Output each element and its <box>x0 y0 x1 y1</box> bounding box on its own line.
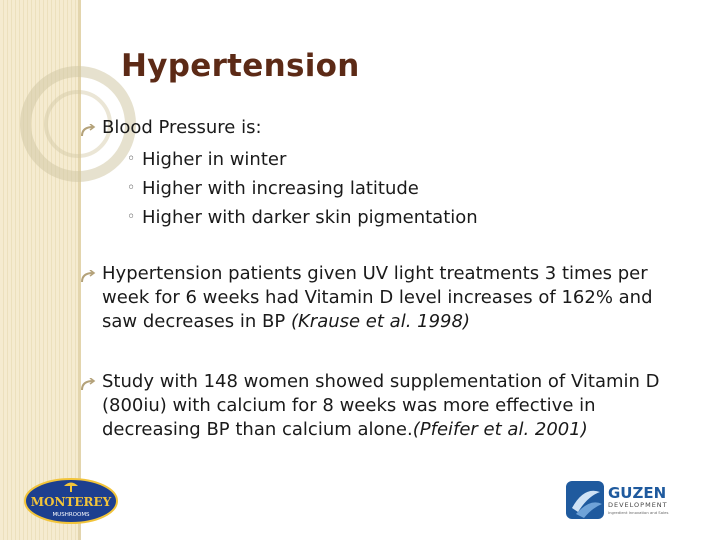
logo-subtitle: DEVELOPMENT <box>608 501 668 509</box>
bullet-vitamin-d-study: Study with 148 women showed supplementat… <box>80 370 660 442</box>
curved-arrow-icon <box>80 267 96 283</box>
decorative-circle-outer <box>20 66 136 182</box>
hollow-circle-icon: ◦ <box>127 180 136 196</box>
guzen-development-logo: GUZEN DEVELOPMENT Ingredient Innovation … <box>564 478 688 522</box>
sub-item-winter: ◦ Higher in winter <box>102 145 478 174</box>
sub-item-text: Higher in winter <box>142 149 287 170</box>
citation: (Krause et al. 1998) <box>290 311 470 332</box>
decorative-circle-inner <box>44 90 112 158</box>
curved-arrow-icon <box>80 121 96 137</box>
slide-title: Hypertension <box>121 48 360 84</box>
logo-tagline: MUSHROOMS <box>52 512 90 518</box>
bullet-uv-treatment: Hypertension patients given UV light tre… <box>80 262 660 334</box>
sub-item-text: Higher with darker skin pigmentation <box>142 207 478 228</box>
bullet-blood-pressure: Blood Pressure is: ◦ Higher in winter ◦ … <box>80 116 478 232</box>
logo-name: MONTEREY <box>31 495 112 509</box>
citation: (Pfeifer et al. 2001) <box>412 419 588 440</box>
sub-item-skin: ◦ Higher with darker skin pigmentation <box>102 203 478 232</box>
sub-item-text: Higher with increasing latitude <box>142 178 419 199</box>
logo-name: GUZEN <box>608 484 666 502</box>
monterey-mushrooms-logo: MONTEREY MUSHROOMS <box>24 478 118 524</box>
logo-tagline: Ingredient Innovation and Sales <box>608 510 668 515</box>
curved-arrow-icon <box>80 375 96 391</box>
bullet-text: Study with 148 women showed supplementat… <box>102 371 660 440</box>
hollow-circle-icon: ◦ <box>127 209 136 225</box>
bullet-text: Blood Pressure is: <box>102 117 262 138</box>
hollow-circle-icon: ◦ <box>127 151 136 167</box>
bullet-text: Hypertension patients given UV light tre… <box>102 263 653 332</box>
sub-list: ◦ Higher in winter ◦ Higher with increas… <box>102 145 478 232</box>
sub-item-latitude: ◦ Higher with increasing latitude <box>102 174 478 203</box>
